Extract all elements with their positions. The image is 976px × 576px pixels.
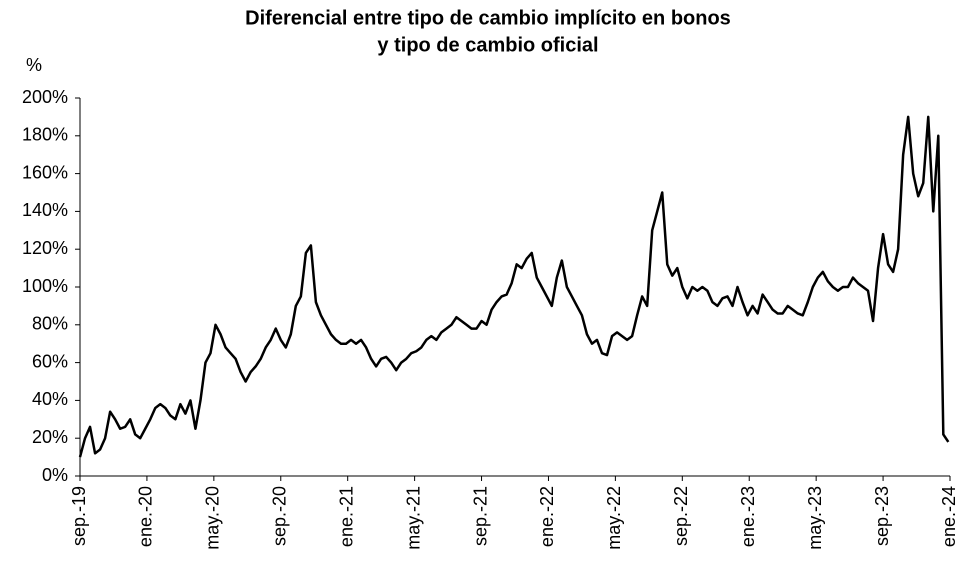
- y-tick-label: 120%: [22, 238, 68, 258]
- y-tick-label: 60%: [32, 351, 68, 371]
- x-tick-label: may.-20: [203, 486, 223, 550]
- x-tick-label: sep.-20: [270, 486, 290, 546]
- x-tick-label: may.-21: [403, 486, 423, 550]
- y-tick-label: 0%: [42, 465, 68, 485]
- y-tick-label: 20%: [32, 427, 68, 447]
- y-tick-label: 40%: [32, 389, 68, 409]
- chart-title: Diferencial entre tipo de cambio implíci…: [245, 7, 731, 29]
- x-tick-label: sep.-22: [671, 486, 691, 546]
- x-tick-label: sep.-19: [69, 486, 89, 546]
- y-tick-label: 160%: [22, 162, 68, 182]
- x-tick-label: ene.-24: [939, 486, 959, 547]
- x-tick-label: sep.-21: [470, 486, 490, 546]
- y-tick-label: 80%: [32, 314, 68, 334]
- series-line: [78, 115, 950, 458]
- y-tick-label: 140%: [22, 200, 68, 220]
- y-tick-label: 200%: [22, 87, 68, 107]
- x-tick-label: ene.-23: [738, 486, 758, 547]
- x-tick-label: ene.-20: [136, 486, 156, 547]
- x-tick-label: ene.-22: [537, 486, 557, 547]
- chart-title: y tipo de cambio oficial: [377, 34, 598, 56]
- y-tick-label: 180%: [22, 125, 68, 145]
- y-tick-label: 100%: [22, 276, 68, 296]
- x-tick-label: ene.-21: [336, 486, 356, 547]
- x-tick-label: may.-23: [805, 486, 825, 550]
- y-axis-label: %: [26, 55, 42, 75]
- x-tick-label: sep.-23: [872, 486, 892, 546]
- x-tick-label: may.-22: [604, 486, 624, 550]
